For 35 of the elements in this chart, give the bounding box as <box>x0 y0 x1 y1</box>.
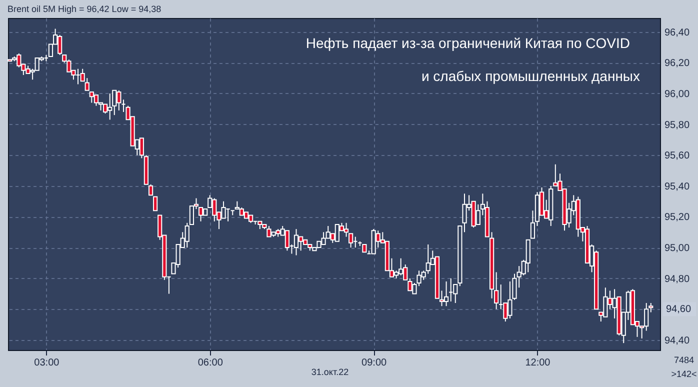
candlestick <box>284 230 290 252</box>
x-tick-label: 09:00 <box>362 358 388 368</box>
candlestick <box>439 290 444 307</box>
annotation: и слабых промышленных данных <box>421 68 640 84</box>
y-tick-label: 95,60 <box>664 150 690 162</box>
y-tick-label: 95,20 <box>664 212 690 224</box>
y-tick-label: 96,40 <box>664 27 690 38</box>
chart-title: Brent oil 5M High = 96,42 Low = 94,38 <box>8 4 162 14</box>
annotation: Нефть падает из-за ограничений Китая по COVID <box>306 35 630 51</box>
candlestick <box>80 68 85 82</box>
y-tick-label: 96,00 <box>664 88 690 100</box>
y-tick-label: 95,40 <box>664 181 690 192</box>
candlestick <box>526 239 530 273</box>
x-tick-label: 03:00 <box>34 358 60 368</box>
y-tick-label: 95,00 <box>664 243 690 254</box>
x-tick-label: 06:00 <box>198 358 224 368</box>
candlestick <box>148 184 154 196</box>
candlestick <box>184 222 190 248</box>
candlestick <box>112 90 117 116</box>
candlestick <box>294 228 299 256</box>
candlestick <box>198 206 204 222</box>
candlestick <box>139 138 144 159</box>
candlestick <box>94 94 99 106</box>
text: 7484 <box>674 355 694 365</box>
annotation: 94,60 <box>666 304 692 316</box>
x-tick-label: 12:00 <box>525 358 551 368</box>
y-tick-label: 94,80 <box>664 274 690 285</box>
y-tick-label: 94,40 <box>664 335 690 346</box>
y-tick-label: 95,80 <box>664 120 690 131</box>
text: >142< <box>671 369 697 379</box>
candlestick <box>102 104 108 114</box>
y-tick-label: 96,20 <box>664 58 690 70</box>
candlestick <box>444 280 449 307</box>
candlestick <box>153 196 158 212</box>
text: 31.окт.22 <box>311 367 349 377</box>
